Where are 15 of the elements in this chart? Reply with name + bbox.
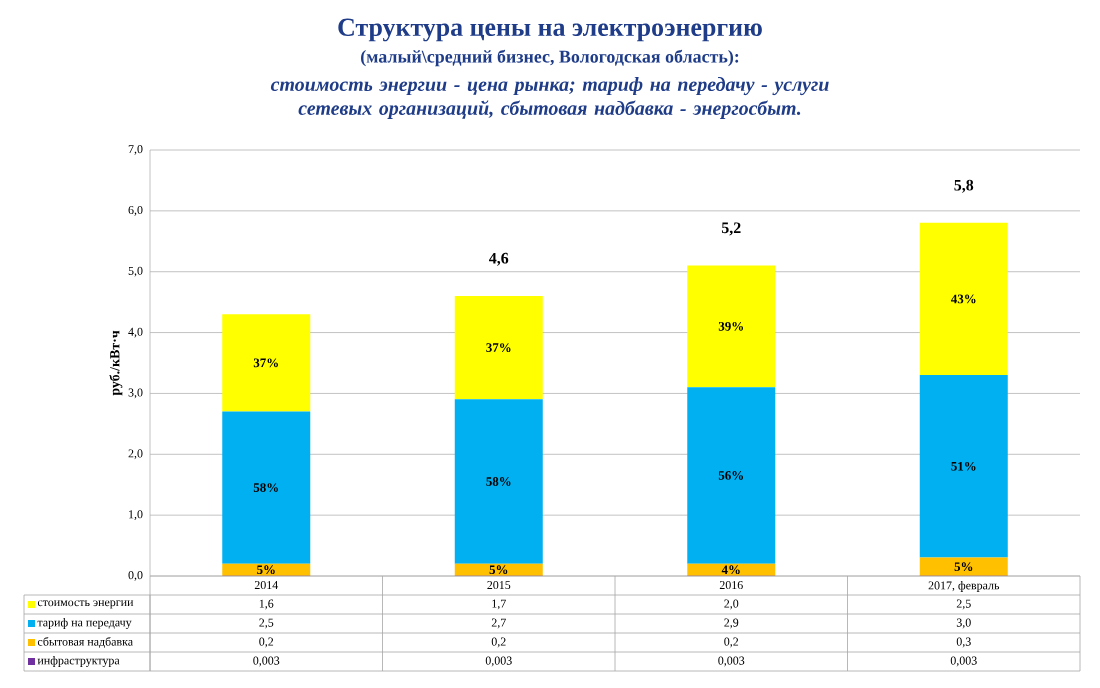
bar [454, 563, 543, 576]
bar [687, 265, 776, 388]
chart-title: Структура цены на электроэнергию [338, 18, 762, 42]
bar [919, 374, 1008, 558]
bar [919, 557, 1008, 576]
bar [222, 563, 311, 576]
text: стоимость энергии - цена рынка; тариф на передачу - услуги сетевых организаций, сбытовая надбавка - энергосбыт. [270, 76, 829, 119]
chart-subtitle: (малый\средний бизнес, Вологодская область): [361, 49, 739, 67]
bar [454, 399, 543, 564]
bar [687, 387, 776, 564]
bar [222, 314, 311, 412]
bar [222, 411, 311, 564]
bar [687, 563, 776, 576]
bar [919, 222, 1008, 375]
bar [454, 295, 543, 400]
